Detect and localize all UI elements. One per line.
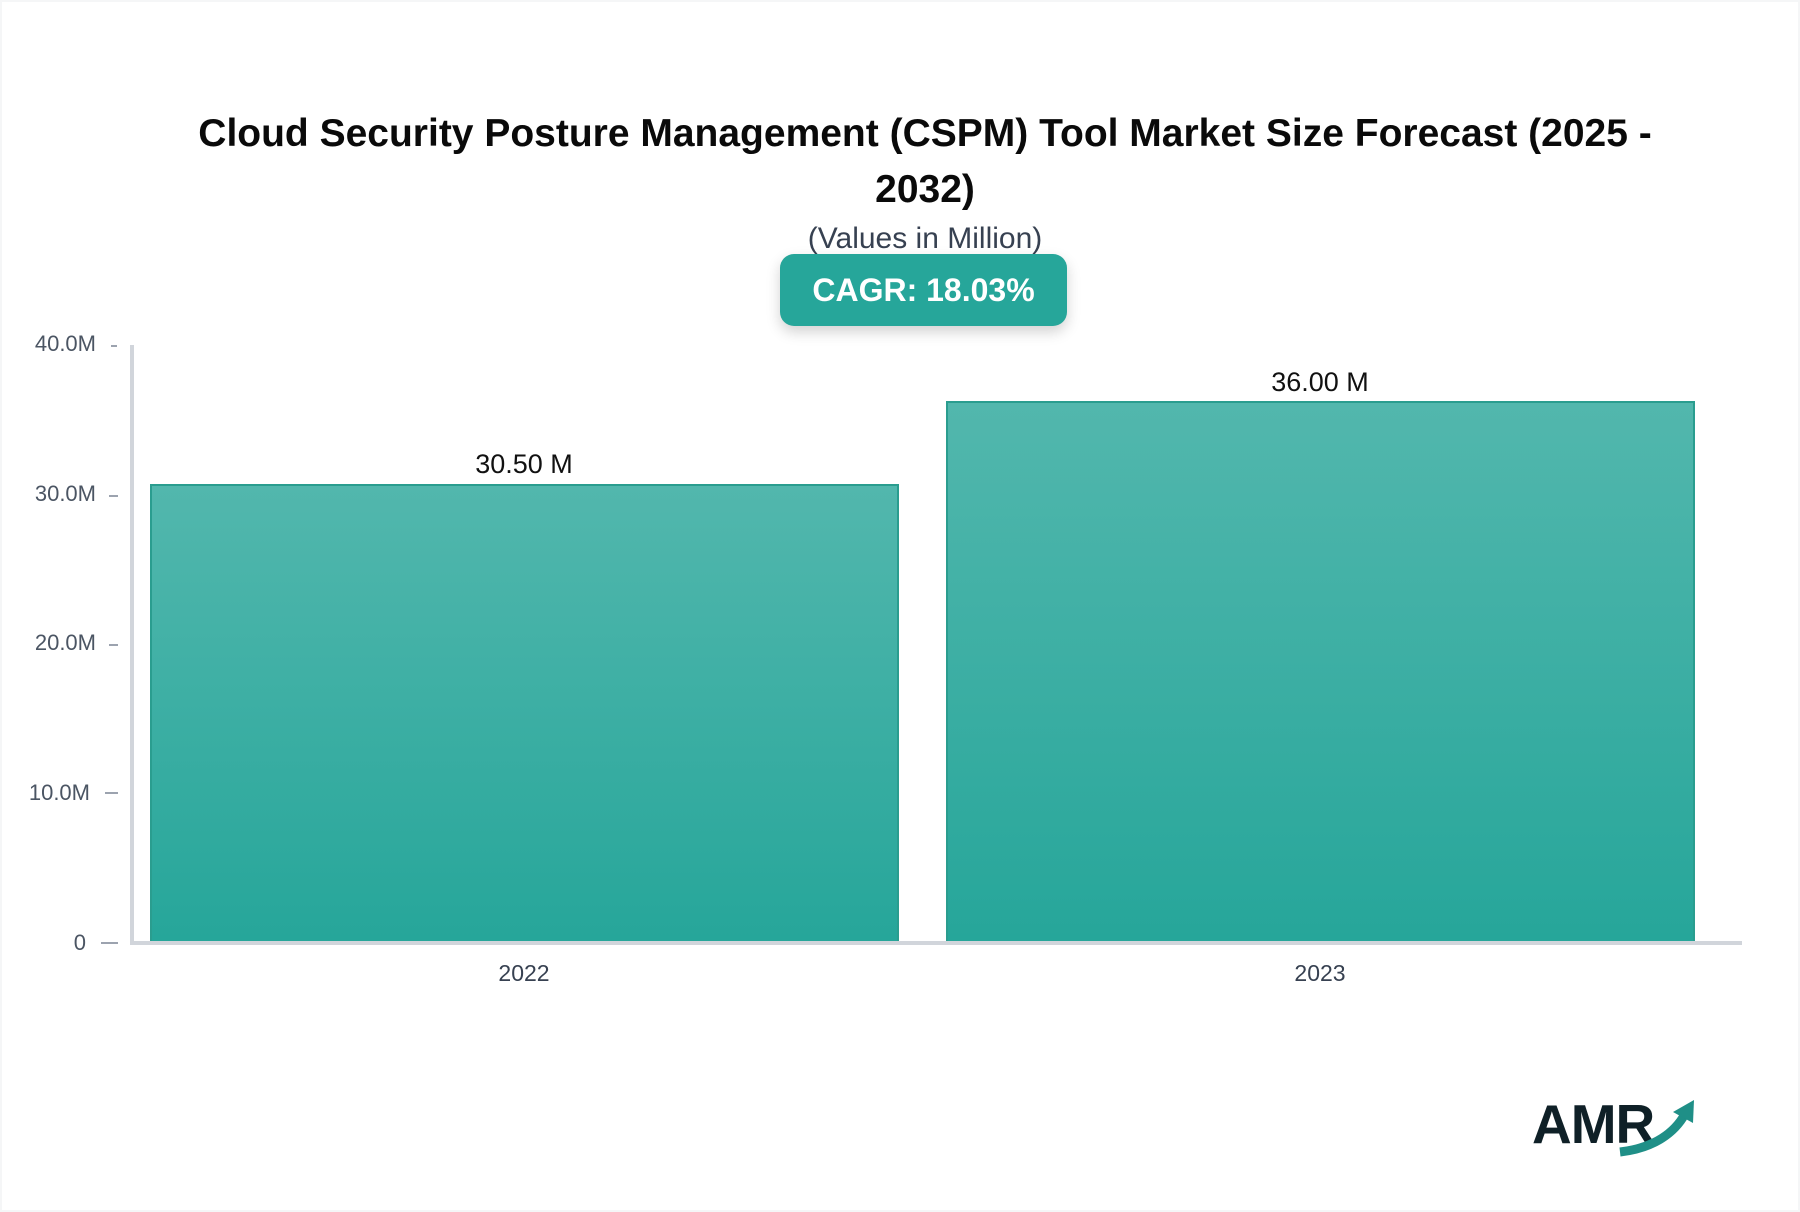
trend-arrow-icon [1619, 1100, 1694, 1157]
y-tick-label: 30.0M [34, 481, 96, 506]
bar-value-label: 30.50 M [475, 449, 573, 479]
chart-title-line-2: 2032) [875, 168, 975, 211]
y-axis-line [130, 345, 134, 945]
cagr-badge: CAGR: 18.03% [780, 254, 1067, 326]
y-tick-label: 10.0M [28, 780, 90, 805]
y-tick-mark [109, 644, 118, 646]
y-tick-label: 40.0M [34, 331, 96, 356]
logo-text: AMR [1532, 1093, 1655, 1155]
amr-logo: AMR [1530, 1092, 1710, 1162]
bar-2022[interactable] [150, 484, 899, 943]
y-tick-mark [105, 792, 118, 794]
x-tick-label: 2023 [1294, 960, 1346, 986]
chart-title-line-1: Cloud Security Posture Management (CSPM)… [198, 112, 1652, 155]
y-tick-label: 0 [73, 930, 86, 955]
bar-value-label: 36.00 M [1271, 367, 1369, 397]
y-tick-mark [111, 345, 117, 347]
chart-title: Cloud Security Posture Management (CSPM)… [100, 106, 1750, 218]
x-tick-label: 2022 [498, 960, 550, 986]
y-tick-mark [101, 942, 118, 944]
chart-subtitle: (Values in Million) [807, 222, 1043, 255]
y-tick-label: 20.0M [34, 630, 96, 655]
y-tick-mark [109, 495, 118, 497]
bar-2023[interactable] [946, 401, 1695, 943]
x-axis-line [130, 941, 1742, 945]
